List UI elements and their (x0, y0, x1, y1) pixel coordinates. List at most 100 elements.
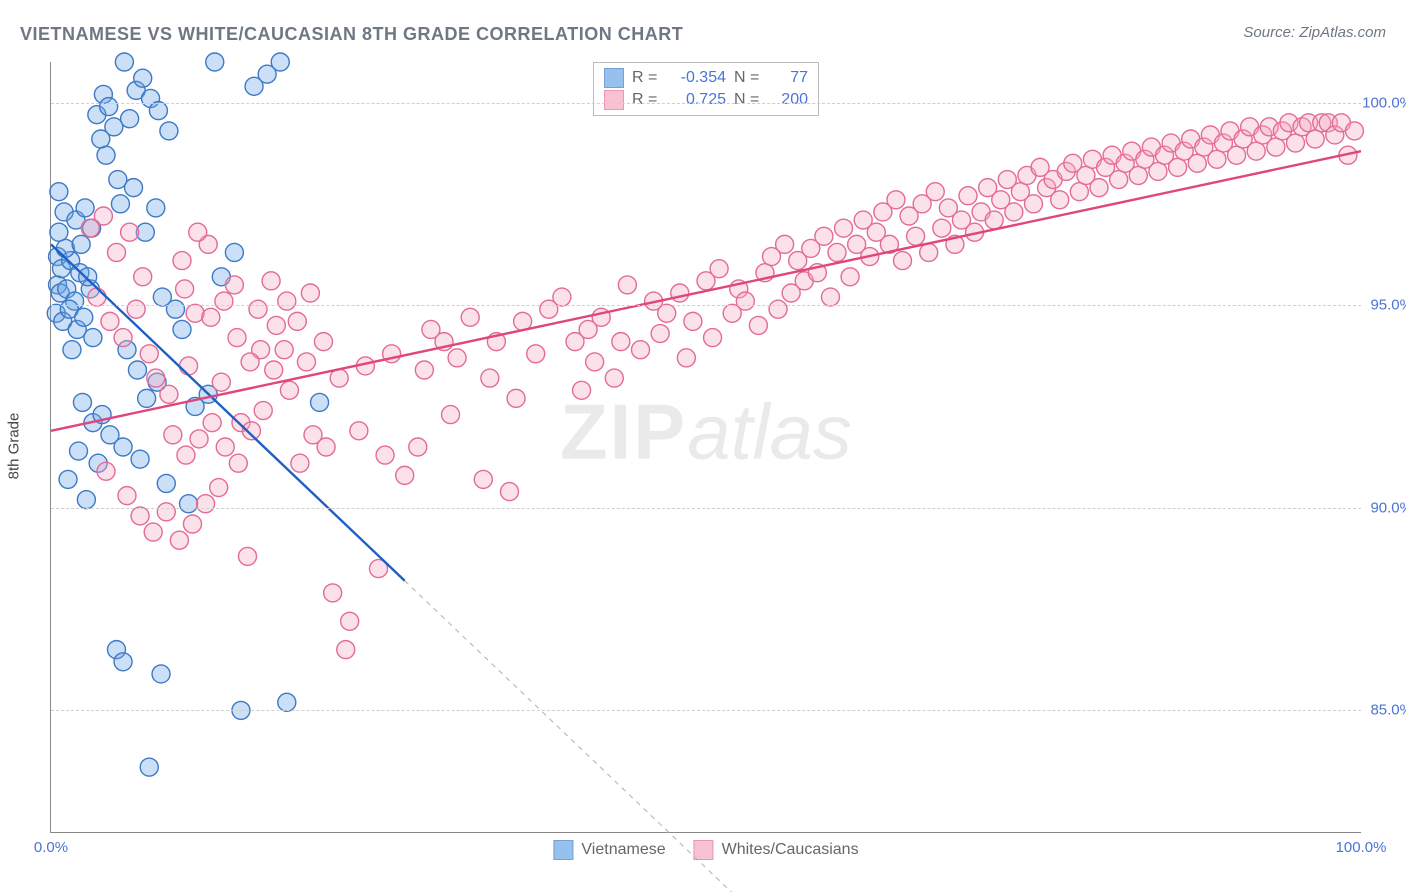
data-point-whites (301, 284, 319, 302)
data-point-whites (202, 308, 220, 326)
data-point-whites (216, 438, 234, 456)
chart-title: VIETNAMESE VS WHITE/CAUCASIAN 8TH GRADE … (20, 24, 683, 45)
swatch-vietnamese (604, 68, 624, 88)
data-point-whites (164, 426, 182, 444)
n-value-whites: 200 (768, 89, 808, 111)
data-point-whites (527, 345, 545, 363)
source-text: ZipAtlas.com (1299, 24, 1386, 41)
legend-label-whites: Whites/Caucasians (722, 841, 859, 859)
data-point-whites (1228, 146, 1246, 164)
data-point-whites (1306, 130, 1324, 148)
data-point-whites (1110, 171, 1128, 189)
data-point-whites (229, 454, 247, 472)
data-point-vietnamese (138, 389, 156, 407)
data-point-whites (448, 349, 466, 367)
data-point-vietnamese (115, 53, 133, 71)
data-point-vietnamese (140, 758, 158, 776)
data-point-vietnamese (50, 183, 68, 201)
data-point-whites (907, 227, 925, 245)
data-point-whites (97, 462, 115, 480)
data-point-whites (671, 284, 689, 302)
chart-container: VIETNAMESE VS WHITE/CAUCASIAN 8TH GRADE … (0, 0, 1406, 892)
data-point-vietnamese (76, 199, 94, 217)
data-point-whites (190, 430, 208, 448)
data-point-vietnamese (63, 341, 81, 359)
data-point-whites (887, 191, 905, 209)
data-point-whites (267, 316, 285, 334)
data-point-whites (736, 292, 754, 310)
data-point-vietnamese (134, 69, 152, 87)
data-point-whites (704, 329, 722, 347)
data-point-whites (288, 312, 306, 330)
data-point-whites (1149, 162, 1167, 180)
stat-row-whites: R = 0.725 N = 200 (604, 89, 808, 111)
data-point-whites (618, 276, 636, 294)
data-point-vietnamese (152, 665, 170, 683)
data-point-whites (280, 381, 298, 399)
data-point-whites (317, 438, 335, 456)
data-point-whites (749, 316, 767, 334)
data-point-whites (314, 333, 332, 351)
plot-area: ZIPatlas R = -0.354 N = 77 R = 0.725 N =… (50, 62, 1361, 833)
data-point-whites (409, 438, 427, 456)
data-point-whites (894, 252, 912, 270)
data-point-whites (254, 402, 272, 420)
data-point-whites (1345, 122, 1363, 140)
data-point-whites (176, 280, 194, 298)
data-point-whites (291, 454, 309, 472)
source-label: Source: ZipAtlas.com (1243, 24, 1386, 41)
data-point-whites (239, 547, 257, 565)
data-point-vietnamese (311, 393, 329, 411)
data-point-whites (160, 385, 178, 403)
data-point-whites (241, 353, 259, 371)
data-point-whites (1051, 191, 1069, 209)
data-point-whites (180, 357, 198, 375)
scatter-svg (51, 62, 1361, 832)
data-point-whites (1188, 154, 1206, 172)
data-point-whites (1247, 142, 1265, 160)
data-point-whites (769, 300, 787, 318)
data-point-whites (127, 300, 145, 318)
data-point-whites (658, 304, 676, 322)
data-point-vietnamese (114, 653, 132, 671)
data-point-whites (1090, 179, 1108, 197)
data-point-vietnamese (180, 495, 198, 513)
gridline (51, 103, 1361, 104)
data-point-vietnamese (173, 320, 191, 338)
data-point-whites (710, 260, 728, 278)
data-point-whites (228, 329, 246, 347)
data-point-vietnamese (111, 195, 129, 213)
data-point-whites (776, 235, 794, 253)
data-point-vietnamese (77, 491, 95, 509)
data-point-whites (1129, 166, 1147, 184)
data-point-whites (203, 414, 221, 432)
data-point-vietnamese (72, 235, 90, 253)
data-point-whites (108, 243, 126, 261)
swatch-whites (604, 90, 624, 110)
data-point-whites (501, 483, 519, 501)
data-point-whites (350, 422, 368, 440)
data-point-whites (1267, 138, 1285, 156)
legend-label-vietnamese: Vietnamese (581, 841, 665, 859)
r-value-whites: 0.725 (666, 89, 726, 111)
correlation-stats-box: R = -0.354 N = 77 R = 0.725 N = 200 (593, 62, 819, 116)
y-axis-label: 8th Grade (6, 413, 23, 480)
n-value-vietnamese: 77 (768, 67, 808, 89)
data-point-vietnamese (206, 53, 224, 71)
data-point-whites (677, 349, 695, 367)
data-point-whites (140, 345, 158, 363)
data-point-whites (265, 361, 283, 379)
data-point-vietnamese (114, 438, 132, 456)
data-point-whites (1025, 195, 1043, 213)
data-point-whites (1005, 203, 1023, 221)
n-label: N = (734, 67, 760, 89)
y-tick-label: 90.0% (1370, 499, 1406, 516)
y-tick-label: 95.0% (1370, 297, 1406, 314)
data-point-whites (324, 584, 342, 602)
data-point-whites (815, 227, 833, 245)
data-point-whites (210, 479, 228, 497)
data-point-whites (507, 389, 525, 407)
data-point-whites (841, 268, 859, 286)
data-point-vietnamese (149, 102, 167, 120)
data-point-vietnamese (59, 470, 77, 488)
